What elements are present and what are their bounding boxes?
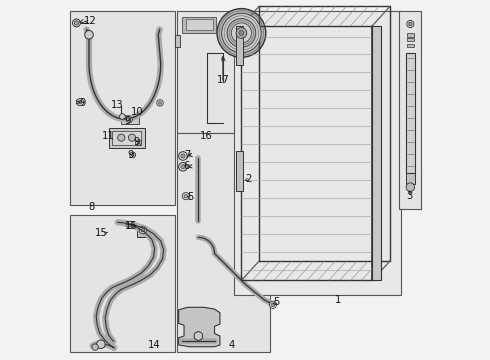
Circle shape xyxy=(231,23,251,43)
Text: 5: 5 xyxy=(273,297,279,307)
Circle shape xyxy=(139,226,147,234)
Circle shape xyxy=(120,114,125,120)
Circle shape xyxy=(141,228,145,232)
Circle shape xyxy=(128,223,132,226)
Circle shape xyxy=(130,152,136,158)
Text: 15: 15 xyxy=(95,228,107,238)
Circle shape xyxy=(239,31,244,36)
Circle shape xyxy=(227,19,256,47)
Bar xyxy=(177,134,270,352)
Bar xyxy=(175,35,180,47)
Bar xyxy=(70,215,175,352)
Circle shape xyxy=(128,118,131,121)
Text: 7: 7 xyxy=(184,150,190,160)
Bar xyxy=(234,12,401,295)
Text: 5: 5 xyxy=(188,192,194,202)
Text: 4: 4 xyxy=(229,340,235,350)
Text: 10: 10 xyxy=(131,107,144,117)
Circle shape xyxy=(271,303,275,307)
Text: 9: 9 xyxy=(79,98,85,108)
Circle shape xyxy=(181,165,185,169)
Bar xyxy=(407,38,414,41)
Circle shape xyxy=(184,194,188,198)
Bar xyxy=(182,17,216,33)
Bar xyxy=(112,131,141,145)
Circle shape xyxy=(194,332,203,340)
Circle shape xyxy=(406,183,415,192)
Circle shape xyxy=(118,134,125,141)
Text: 2: 2 xyxy=(245,174,252,184)
Text: 6: 6 xyxy=(184,161,190,171)
Text: 8: 8 xyxy=(89,202,95,212)
Circle shape xyxy=(136,140,141,145)
Text: 16: 16 xyxy=(200,131,213,141)
Circle shape xyxy=(157,100,163,106)
Text: 17: 17 xyxy=(217,75,229,85)
Text: 9: 9 xyxy=(124,116,130,126)
Circle shape xyxy=(76,99,84,106)
Circle shape xyxy=(131,153,134,156)
Circle shape xyxy=(128,134,136,141)
Bar xyxy=(186,19,213,30)
Text: 1: 1 xyxy=(335,296,342,306)
Bar xyxy=(236,26,243,65)
Text: 15: 15 xyxy=(125,221,138,231)
Circle shape xyxy=(270,301,276,309)
Circle shape xyxy=(179,162,187,171)
Text: 13: 13 xyxy=(111,100,123,111)
Bar xyxy=(177,12,270,134)
Circle shape xyxy=(74,21,78,25)
Bar xyxy=(122,116,139,125)
Circle shape xyxy=(97,340,105,348)
Circle shape xyxy=(159,102,161,104)
Text: 9: 9 xyxy=(128,150,134,160)
Circle shape xyxy=(126,221,134,228)
Circle shape xyxy=(137,141,140,144)
Text: 12: 12 xyxy=(84,17,97,27)
Circle shape xyxy=(92,344,98,350)
Bar xyxy=(137,230,152,237)
Circle shape xyxy=(221,13,261,53)
Circle shape xyxy=(217,9,266,57)
Bar xyxy=(236,151,243,191)
Circle shape xyxy=(73,19,80,27)
Circle shape xyxy=(182,193,190,200)
Circle shape xyxy=(179,152,187,160)
Bar xyxy=(407,44,414,47)
Circle shape xyxy=(407,21,414,28)
Circle shape xyxy=(126,117,132,123)
Bar xyxy=(406,173,415,184)
Text: 11: 11 xyxy=(101,131,114,141)
Polygon shape xyxy=(179,307,220,347)
Text: 14: 14 xyxy=(148,340,161,350)
Bar xyxy=(406,53,415,173)
Bar xyxy=(399,12,421,209)
Text: 9: 9 xyxy=(133,138,140,147)
Circle shape xyxy=(236,28,247,39)
Circle shape xyxy=(85,31,93,39)
Circle shape xyxy=(78,100,82,104)
Circle shape xyxy=(409,22,412,26)
Text: 3: 3 xyxy=(407,192,413,202)
Bar xyxy=(109,128,145,148)
Circle shape xyxy=(181,154,185,158)
Bar xyxy=(407,33,414,37)
Bar xyxy=(371,26,381,280)
Bar xyxy=(70,12,175,205)
